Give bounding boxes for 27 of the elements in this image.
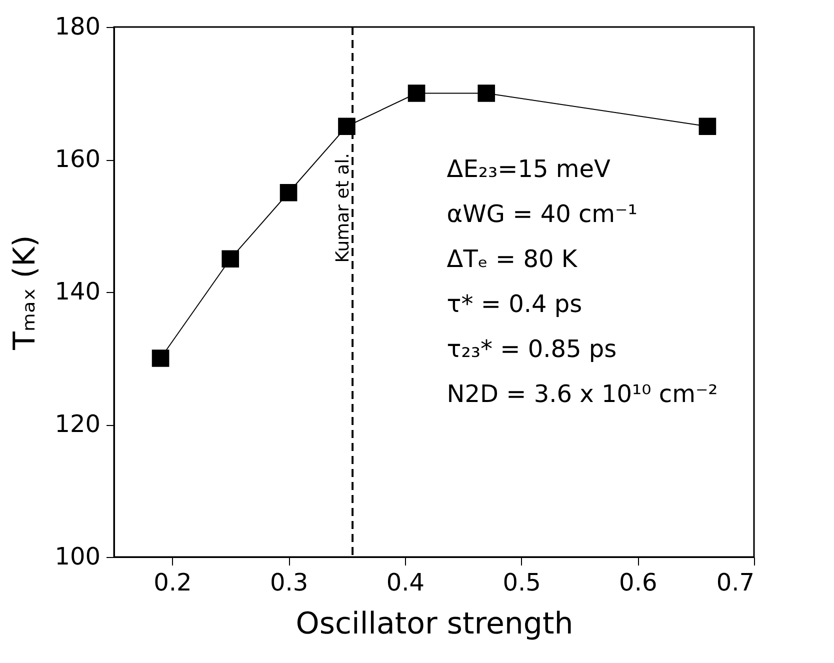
y-tick-label: 140 bbox=[54, 278, 100, 306]
x-tick-label: 0.5 bbox=[502, 568, 541, 596]
x-tick-label: 0.2 bbox=[154, 568, 192, 596]
point bbox=[478, 84, 496, 102]
y-tick-label: 100 bbox=[54, 542, 100, 570]
annotation: ΔE₂₃=15 meV bbox=[446, 155, 612, 184]
point bbox=[698, 118, 716, 136]
y-tick-label: 120 bbox=[54, 410, 100, 438]
y-tick-label: 160 bbox=[54, 145, 100, 173]
x-tick-label: 0.6 bbox=[619, 568, 658, 596]
x-tick-label: 0.4 bbox=[386, 568, 424, 596]
point bbox=[338, 118, 356, 136]
y-axis-title: Tₘₐₓ (K) bbox=[8, 235, 43, 351]
point bbox=[280, 184, 298, 202]
ref-line-label: Kumar et al. bbox=[332, 153, 354, 263]
x-tick-label: 0.3 bbox=[270, 568, 308, 596]
y-tick-label: 180 bbox=[54, 12, 100, 40]
x-axis-title: Oscillator strength bbox=[296, 606, 574, 642]
x-tick-label: 0.7 bbox=[716, 568, 754, 596]
annotation: αWG = 40 cm⁻¹ bbox=[446, 200, 638, 228]
annotation: τ₂₃* = 0.85 ps bbox=[446, 335, 617, 364]
point bbox=[222, 250, 240, 268]
annotation: τ* = 0.4 ps bbox=[446, 290, 582, 318]
annotation: ΔTₑ = 80 K bbox=[446, 245, 578, 274]
point bbox=[408, 84, 426, 102]
point bbox=[152, 350, 170, 367]
annotation: N2D = 3.6 x 10¹⁰ cm⁻² bbox=[446, 380, 718, 408]
